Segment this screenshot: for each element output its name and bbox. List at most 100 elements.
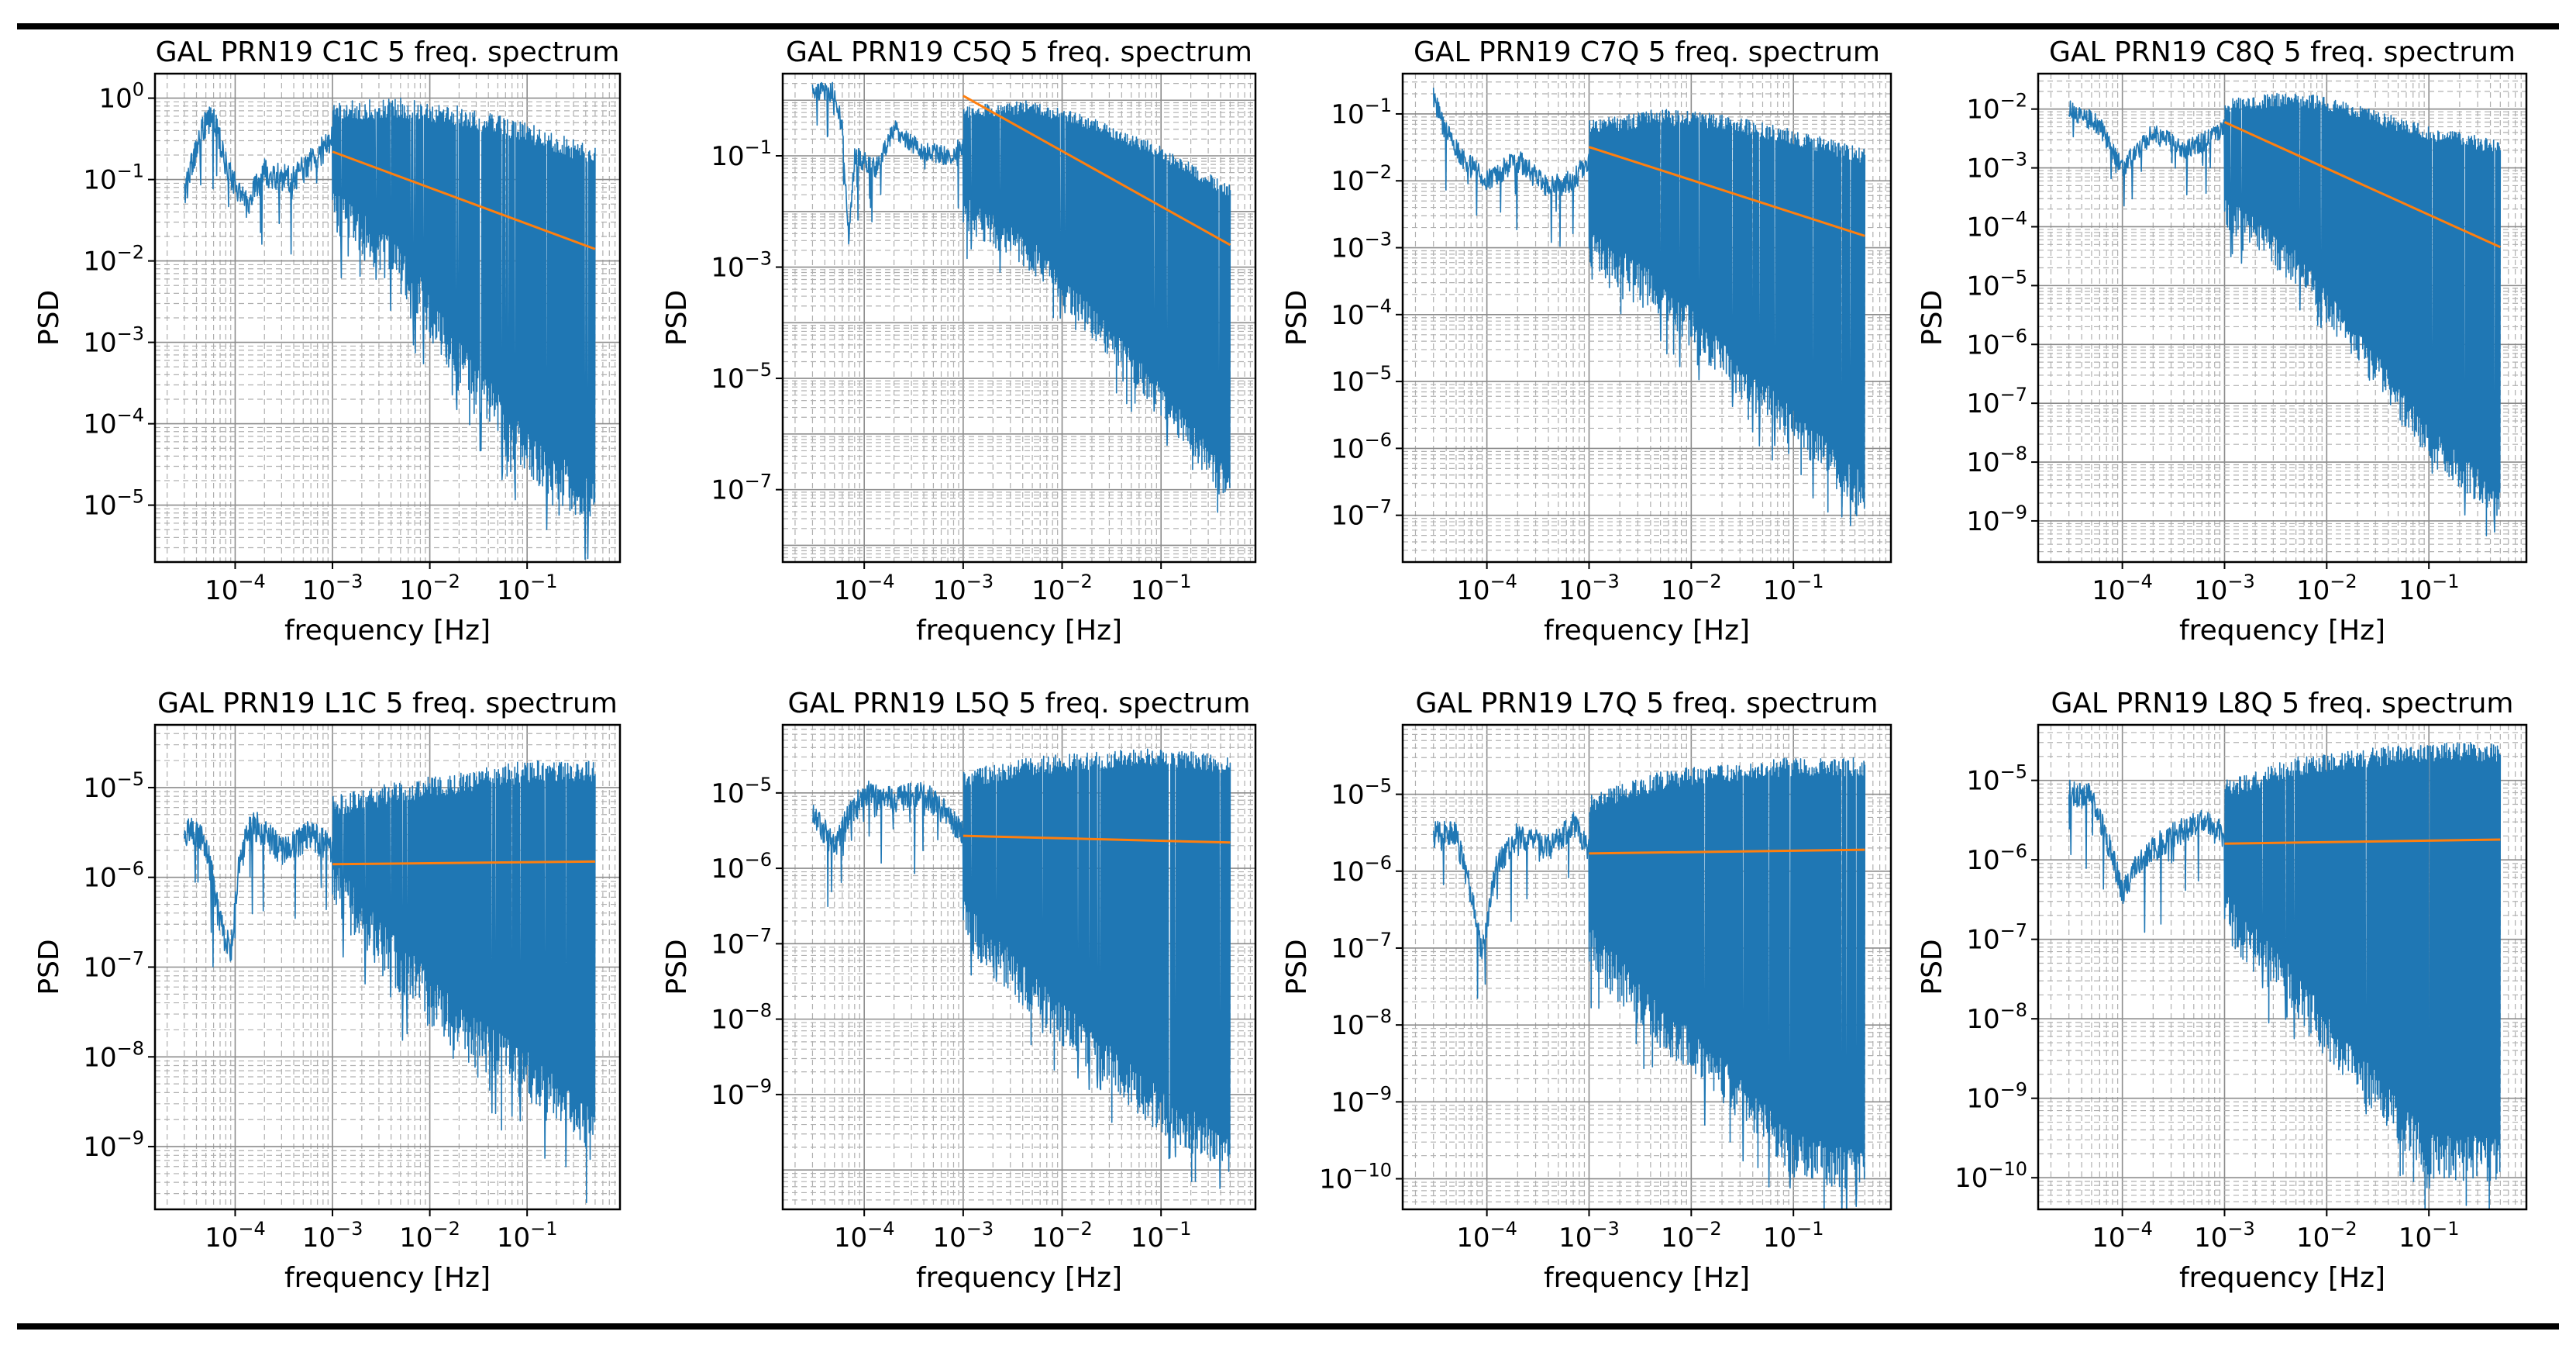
x-tick-label: 10−2 [1661,1218,1722,1254]
x-tick-label: 10−3 [1558,571,1620,606]
x-tick-label: 10−3 [933,1218,994,1254]
y-tick-label: 10−1 [711,136,772,172]
y-tick-label: 10−2 [1331,161,1392,197]
y-tick-label: 10−9 [83,1127,144,1163]
y-tick-label: 10−5 [1966,761,2027,797]
y-axis-label: PSD [1917,939,1948,995]
axes-frame [2037,723,2528,1211]
x-tick-label: 10−1 [1131,1218,1192,1254]
x-tick-label: 10−4 [2092,571,2153,606]
y-axis-label: PSD [661,939,693,995]
y-tick-label: 10−2 [83,242,144,278]
chart-title: GAL PRN19 L5Q 5 freq. spectrum [788,688,1251,719]
x-tick-label: 10−4 [2092,1218,2153,1254]
y-tick-label: 10−4 [1966,207,2027,243]
power-law-fit-line [332,860,595,866]
psd-spectrum-line [2068,92,2502,536]
x-axis-label: frequency [Hz] [1544,615,1750,647]
x-tick-label: 10−4 [1456,1218,1517,1254]
chart-title: GAL PRN19 L1C 5 freq. spectrum [157,688,618,719]
x-tick-label: 10−1 [497,571,558,606]
psd-spectrum-line [1432,757,1866,1209]
y-tick-label: 10−8 [1966,443,2027,478]
chart-panel-1: 10−4 10−3 10−2 10−1 10−5 10−4 10−3 10−2 10−1 100 G… [33,36,622,647]
chart-title: GAL PRN19 C7Q 5 freq. spectrum [1414,36,1880,68]
y-tick-label: 10−9 [1966,1079,2027,1115]
x-tick-label: 10−4 [834,571,895,606]
y-tick-label: 10−10 [1319,1160,1392,1195]
y-tick-label: 10−5 [1331,362,1392,398]
y-tick-label: 10−5 [1966,266,2027,302]
y-tick-label: 10−7 [711,924,772,960]
psd-spectrum-line [811,81,1231,513]
chart-panel-2: 10−4 10−3 10−2 10−1 10−7 10−5 10−3 10−1 GAL PRN1… [661,36,1257,647]
power-law-fit-line [1589,848,1865,855]
chart-panel-6: 10−4 10−3 10−2 10−1 10−9 10−8 10−7 10−6 10−5 GAL … [661,688,1257,1294]
x-axis-label: frequency [Hz] [916,615,1122,647]
chart-title: GAL PRN19 C5Q 5 freq. spectrum [786,36,1252,68]
y-tick-label: 10−7 [1331,496,1392,532]
x-axis-label: frequency [Hz] [916,1262,1122,1294]
axes-frame [153,72,622,564]
y-tick-label: 10−7 [711,471,772,506]
x-tick-label: 10−3 [302,571,363,606]
y-tick-label: 10−3 [83,323,144,359]
y-tick-label: 10−5 [83,768,144,804]
y-tick-label: 10−6 [1966,840,2027,876]
y-axis-label: PSD [1281,290,1313,346]
y-tick-label: 10−9 [1966,502,2027,537]
x-tick-label: 10−2 [1031,571,1093,606]
y-axis-label: PSD [1281,939,1313,995]
psd-spectrum-line [184,97,596,560]
x-tick-label: 10−1 [1131,571,1192,606]
chart-title: GAL PRN19 C1C 5 freq. spectrum [156,36,620,68]
axes-frame [781,72,1257,564]
x-tick-label: 10−1 [1763,1218,1824,1254]
x-tick-label: 10−1 [497,1218,558,1254]
power-law-fit-line [963,95,1231,247]
psd-spectrum-line [812,748,1231,1189]
x-tick-label: 10−2 [2296,571,2357,606]
chart-panel-5: 10−4 10−3 10−2 10−1 10−9 10−8 10−7 10−6 10−5 GAL … [33,688,622,1294]
chart-title: GAL PRN19 C8Q 5 freq. spectrum [2049,36,2516,68]
y-tick-label: 10−8 [1331,1005,1392,1041]
chart-panel-8: 10−4 10−3 10−2 10−1 10−10 10−9 10−8 10−7 10−6 10−… [1917,688,2528,1294]
x-axis-label: frequency [Hz] [284,615,491,647]
y-tick-label: 10−3 [711,248,772,284]
chart-panel-7: 10−4 10−3 10−2 10−1 10−10 10−9 10−8 10−7 10−6 10−… [1281,688,1892,1294]
psd-spectrum-line [1432,88,1866,526]
axes-frame [1401,723,1892,1211]
chart-panel-3: 10−4 10−3 10−2 10−1 10−7 10−6 10−5 10−4 10−3 10−2… [1281,36,1892,647]
x-tick-label: 10−4 [834,1218,895,1254]
y-tick-label: 10−9 [711,1075,772,1111]
x-tick-label: 10−4 [205,1218,266,1254]
bottom-rule [17,1323,2559,1330]
power-law-fit-line [2224,838,2501,845]
y-tick-label: 10−1 [1331,95,1392,130]
power-law-fit-line [963,834,1231,844]
x-tick-label: 10−3 [1558,1218,1620,1254]
x-tick-label: 10−2 [399,571,460,606]
y-tick-label: 100 [98,79,144,115]
y-tick-label: 10−3 [1331,229,1392,264]
x-tick-label: 10−3 [302,1218,363,1254]
y-tick-label: 10−2 [1966,90,2027,126]
x-tick-label: 10−3 [2194,571,2255,606]
x-tick-label: 10−1 [2399,1218,2460,1254]
axes-frame [1401,72,1892,564]
y-tick-label: 10−6 [711,849,772,885]
y-tick-label: 10−9 [1331,1082,1392,1118]
axes-frame [2037,72,2528,564]
y-tick-label: 10−7 [1331,929,1392,964]
y-axis-label: PSD [33,939,65,995]
chart-title: GAL PRN19 L7Q 5 freq. spectrum [1416,688,1879,719]
y-tick-label: 10−7 [1966,920,2027,956]
y-axis-label: PSD [1917,290,1948,346]
y-tick-label: 10−8 [711,1000,772,1036]
y-tick-label: 10−6 [1331,852,1392,888]
x-tick-label: 10−4 [1456,571,1517,606]
chart-title: GAL PRN19 L8Q 5 freq. spectrum [2051,688,2514,719]
x-tick-label: 10−2 [2296,1218,2357,1254]
x-tick-label: 10−2 [1661,571,1722,606]
x-axis-label: frequency [Hz] [2179,615,2385,647]
